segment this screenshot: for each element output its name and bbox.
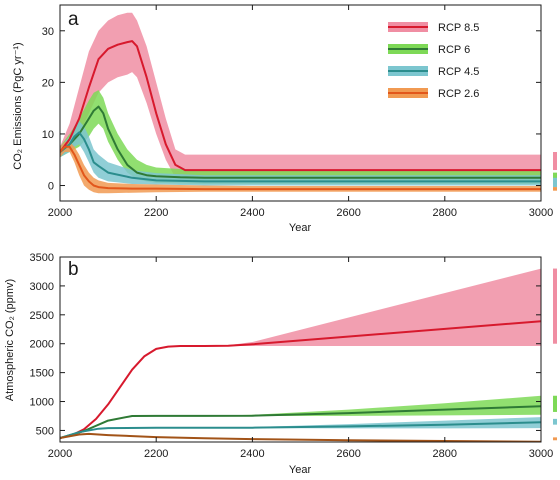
legend-label: RCP 2.6: [438, 88, 479, 100]
emissions-legend: RCP 8.5 RCP 6 RCP 4.5 RCP 2.6: [388, 22, 479, 100]
concentration-range-marker: [553, 418, 557, 425]
emissions-y-axis-label: CO₂ Emissions (PgC yr⁻¹): [12, 42, 24, 169]
emissions-line-rcp-2-6: [60, 145, 541, 191]
emissions-panel: a CO₂ Emissions (PgC yr⁻¹) Year 2000 2200…: [12, 4, 557, 234]
emissions-band-rcp-8-5: [60, 12, 541, 181]
emissions-range-marker: [553, 187, 557, 191]
emissions-x-tick-label: 2600: [336, 207, 360, 219]
concentration-line-rcp-4-5: [60, 421, 541, 439]
concentration-line-rcp-6: [60, 405, 541, 439]
concentration-axes-frame: [59, 256, 542, 443]
concentration-x-tick-label: 2800: [433, 448, 457, 460]
emissions-band-rcp-4-5: [60, 121, 541, 186]
emissions-x-tick-label: 2400: [240, 207, 264, 219]
emissions-x-axis-label: Year: [289, 222, 312, 234]
concentration-x-tick-label: 2400: [240, 448, 264, 460]
emissions-x-tick-label: 2000: [48, 207, 72, 219]
panel-a-letter: a: [68, 9, 79, 30]
concentration-panel: b Atmospheric CO₂ (ppmv) Year 2000 2200 24…: [4, 252, 557, 476]
concentration-range-marker: [553, 437, 557, 441]
concentration-y-tick-label: 2000: [30, 339, 54, 351]
emissions-range-marker: [553, 152, 557, 171]
emissions-line-rcp-4-5: [60, 131, 541, 183]
concentration-y-tick-label: 1000: [30, 397, 54, 409]
emissions-y-tick-label: 10: [42, 129, 54, 141]
emissions-x-tick-label: 2200: [144, 207, 168, 219]
emissions-x-tick-label: 2800: [433, 207, 457, 219]
panel-b-letter: b: [68, 259, 79, 280]
emissions-line-rcp-6: [60, 105, 541, 179]
concentration-line-rcp-2-6: [60, 432, 541, 442]
concentration-x-axis-label: Year: [289, 464, 312, 476]
concentration-x-tick-label: 2000: [48, 448, 72, 460]
legend-label: RCP 6: [438, 44, 470, 56]
concentration-x-tick-label: 2600: [336, 448, 360, 460]
concentration-line-rcp-8-5: [60, 320, 541, 439]
concentration-range-marker: [553, 395, 557, 412]
concentration-y-tick-label: 1500: [30, 368, 54, 380]
concentration-y-tick-label: 2500: [30, 310, 54, 322]
concentration-x-tick-label: 2200: [144, 448, 168, 460]
emissions-band-rcp-6: [60, 90, 541, 184]
emissions-y-tick-label: 30: [42, 26, 54, 38]
emissions-range-marker: [553, 177, 557, 188]
concentration-range-marker: [553, 268, 557, 344]
concentration-y-tick-label: 3000: [30, 281, 54, 293]
concentration-y-axis-label: Atmospheric CO₂ (ppmv): [4, 279, 16, 401]
legend-label: RCP 4.5: [438, 66, 479, 78]
concentration-y-tick-label: 500: [36, 425, 54, 437]
emissions-x-tick-label: 3000: [529, 207, 553, 219]
emissions-y-tick-label: 0: [48, 181, 54, 193]
concentration-y-tick-label: 3500: [30, 252, 54, 264]
concentration-band-rcp-6: [60, 395, 541, 438]
emissions-plot-area: [60, 12, 541, 194]
emissions-line-rcp-8-5: [60, 40, 541, 172]
concentration-x-tick-label: 3000: [529, 448, 553, 460]
emissions-y-tick-label: 20: [42, 77, 54, 89]
concentration-band-rcp-8-5: [60, 268, 541, 438]
emissions-axes-frame: [59, 4, 542, 202]
legend-label: RCP 8.5: [438, 22, 479, 34]
concentration-plot-area: [60, 268, 541, 442]
